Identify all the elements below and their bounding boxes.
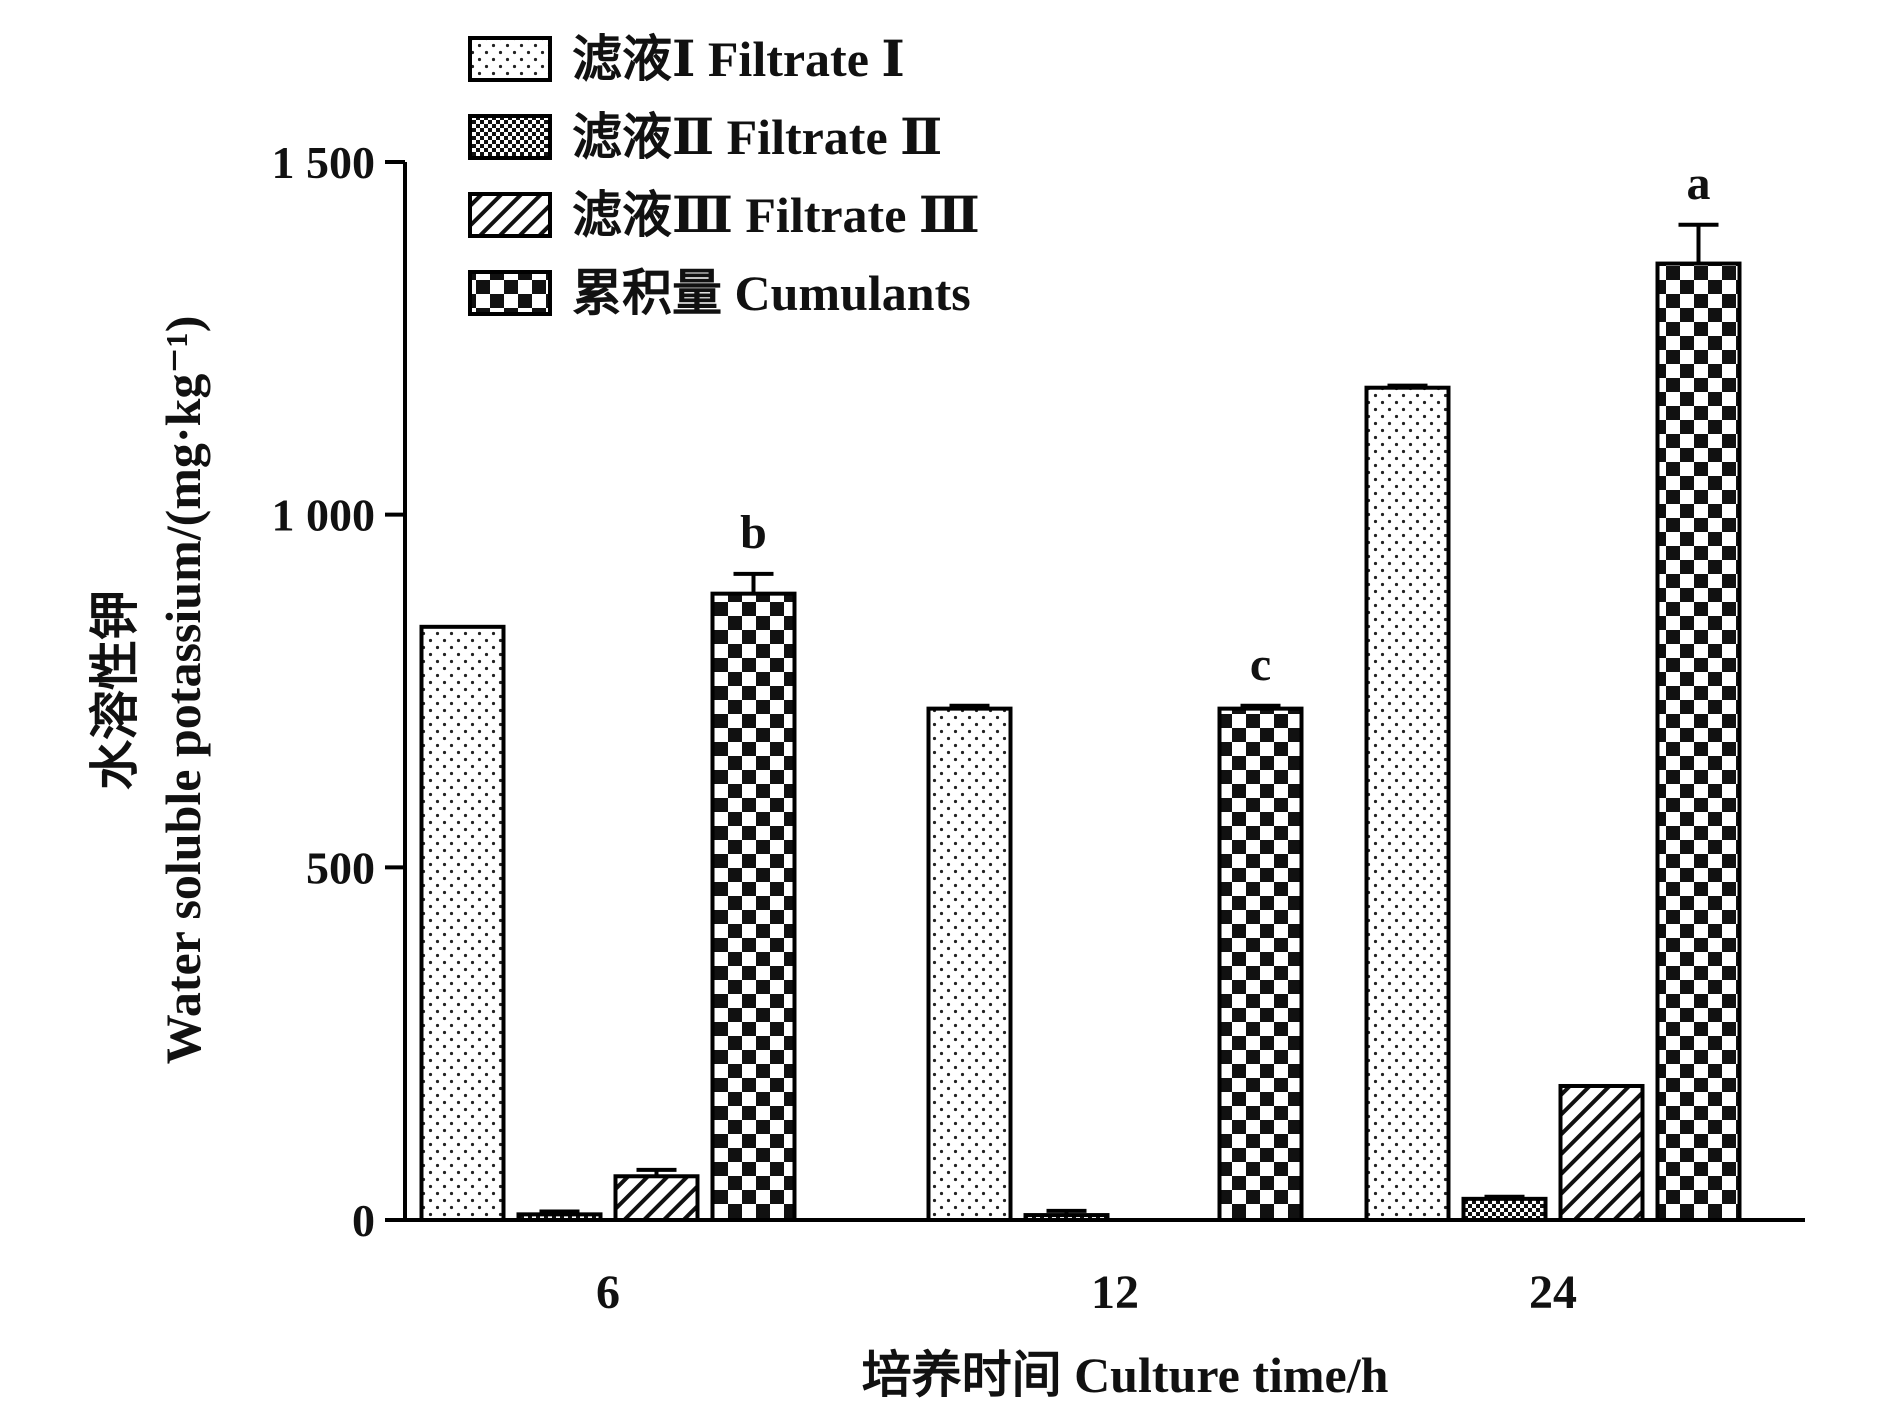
bar-filtrate-6 — [419, 624, 506, 1222]
y-axis-title-en: Water soluble potassium/(mg·kg⁻¹) — [155, 316, 211, 1065]
y-tick-label-1500: 1 500 — [272, 137, 376, 188]
legend-swatch-filtrate — [468, 192, 552, 238]
x-tick-label-12: 12 — [1091, 1266, 1139, 1319]
bar-filtrate-6 — [613, 1174, 700, 1222]
bar-cumulants-24 — [1655, 261, 1742, 1222]
y-tick-label-0: 0 — [352, 1195, 375, 1246]
bar-cumulants-6 — [710, 591, 797, 1222]
legend-swatch-filtrate — [468, 114, 552, 160]
legend-label-filtrate: 滤液Ⅲ Filtrate Ⅲ — [572, 187, 980, 243]
legend-label-filtrate: 滤液Ⅰ Filtrate Ⅰ — [572, 31, 905, 87]
legend-swatch-filtrate — [468, 36, 552, 82]
bar-filtrate-12 — [926, 706, 1013, 1223]
bars — [419, 222, 1742, 1223]
bar-filtrate-24 — [1461, 1196, 1548, 1222]
significance-label-24: a — [1687, 157, 1711, 210]
legend-label-cumulants: 累积量 Cumulants — [572, 265, 971, 321]
y-tick-label-1000: 1 000 — [272, 490, 376, 541]
axes: 0 500 1 000 1 500 6 12 24 培养时间 Culture time/h 水溶… — [87, 137, 1805, 1403]
bar-filtrate-24 — [1558, 1083, 1645, 1223]
y-tick-label-500: 500 — [306, 842, 375, 893]
bar-filtrate-12 — [1023, 1213, 1110, 1222]
legend: 滤液Ⅰ Filtrate Ⅰ 滤液Ⅱ Filtrate Ⅱ 滤液Ⅲ Filtrate… — [468, 31, 980, 321]
significance-label-12: c — [1250, 638, 1271, 691]
bar-cumulants-12 — [1217, 706, 1304, 1223]
y-axis-title-cn: 水溶性钾 — [87, 590, 143, 790]
significance-label-6: b — [740, 506, 767, 559]
x-tick-label-6: 6 — [596, 1266, 620, 1319]
bar-filtrate-24 — [1364, 385, 1451, 1222]
labels: b c a — [740, 157, 1710, 691]
bar-filtrate-6 — [516, 1212, 603, 1222]
x-axis-title: 培养时间 Culture time/h — [862, 1347, 1389, 1403]
legend-label-filtrate: 滤液Ⅱ Filtrate Ⅱ — [572, 109, 942, 165]
x-tick-label-24: 24 — [1529, 1266, 1577, 1319]
legend-swatch-cumulants — [468, 270, 552, 316]
